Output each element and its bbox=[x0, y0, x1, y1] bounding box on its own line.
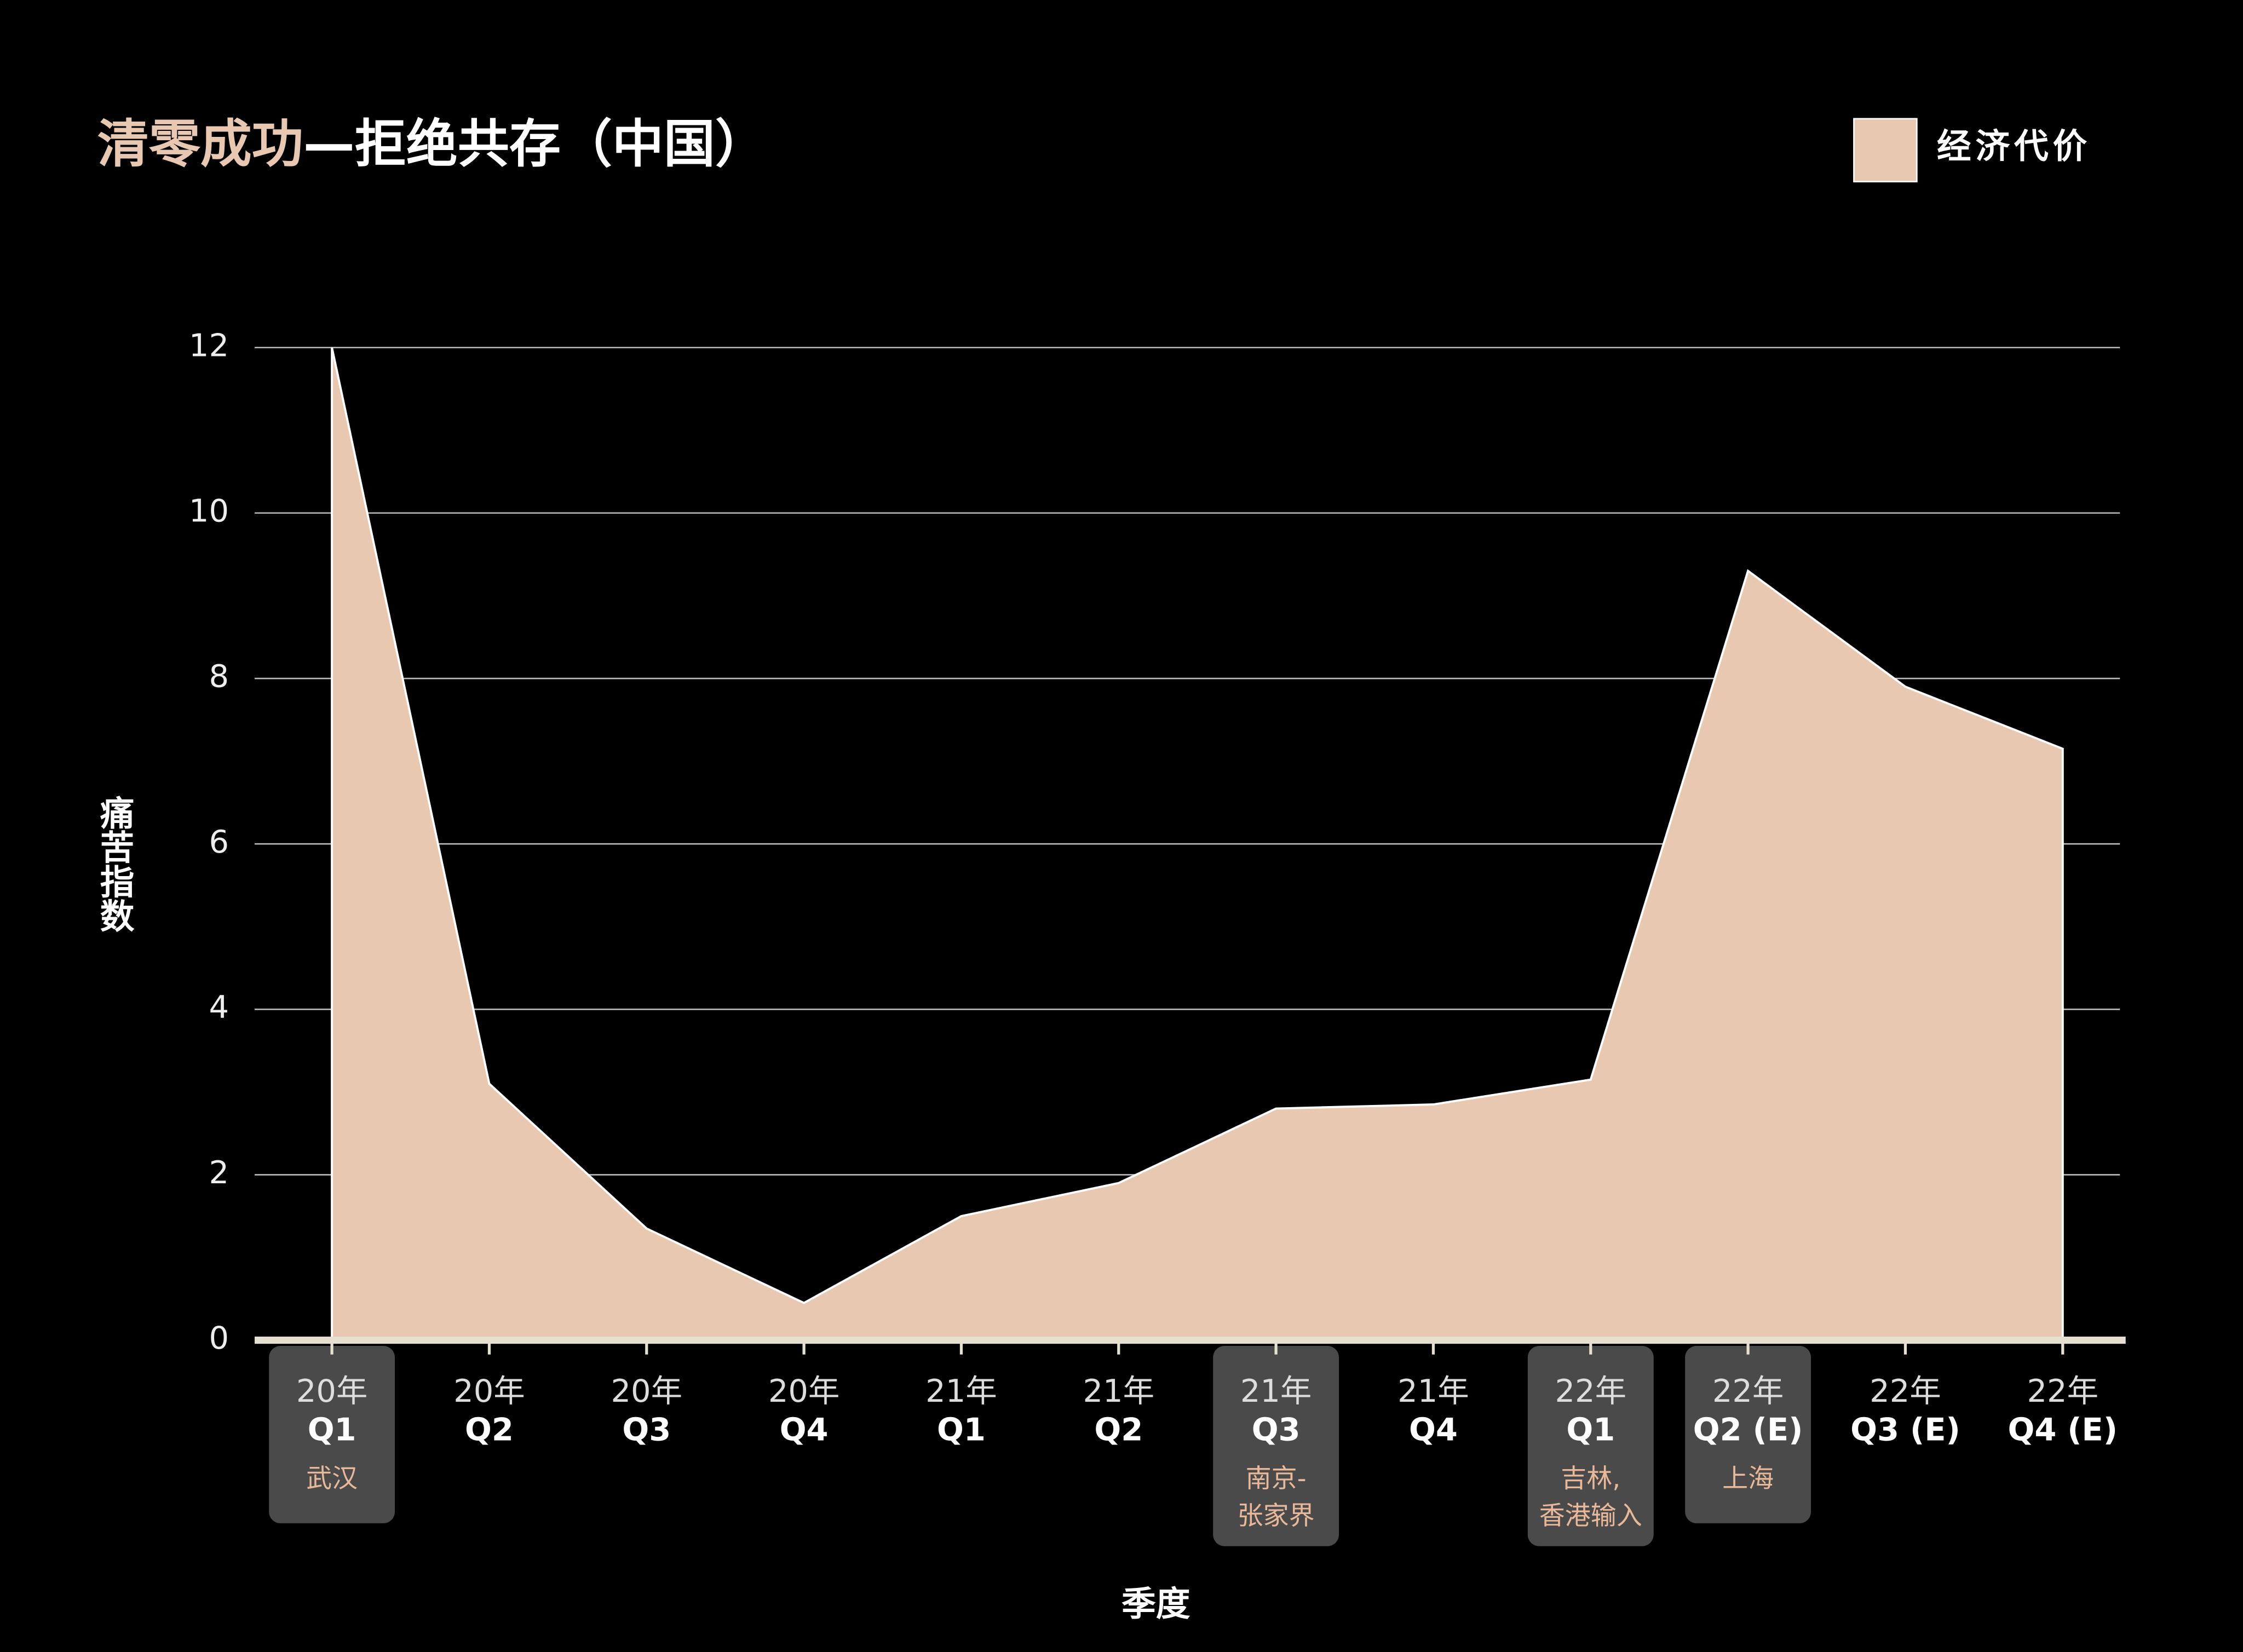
x-tick-label: 22年 bbox=[2027, 1373, 2098, 1409]
chart-title: 清零成功—拒绝共存（中国） bbox=[97, 114, 767, 174]
annotation: 南京- bbox=[1246, 1464, 1307, 1494]
annotation: 香港输入 bbox=[1539, 1501, 1642, 1531]
category-highlight bbox=[1685, 1346, 1811, 1523]
title-part: 清零成功 bbox=[97, 114, 303, 174]
x-axis-label: 季度 bbox=[1122, 1584, 1190, 1624]
annotation: 张家界 bbox=[1238, 1501, 1315, 1531]
x-tick-label: 21年 bbox=[1083, 1373, 1154, 1409]
y-tick-label: 0 bbox=[209, 1320, 229, 1356]
x-tick-label: Q3 bbox=[1252, 1411, 1301, 1448]
legend-label: 经济代价 bbox=[1937, 126, 2091, 166]
y-tick-label: 6 bbox=[209, 824, 229, 860]
x-tick-label: 20年 bbox=[768, 1373, 840, 1409]
y-tick-label: 2 bbox=[209, 1154, 229, 1191]
legend-swatch bbox=[1853, 118, 1918, 183]
annotation: 上海 bbox=[1722, 1464, 1774, 1494]
annotation: 吉林, bbox=[1561, 1464, 1620, 1494]
title-part: —拒绝共存（中国） bbox=[303, 114, 767, 174]
x-tick-label: Q2 (E) bbox=[1693, 1411, 1803, 1448]
x-tick-label: Q2 bbox=[465, 1411, 514, 1448]
x-tick-label: Q2 bbox=[1094, 1411, 1143, 1448]
annotation: 武汉 bbox=[306, 1464, 358, 1494]
x-tick-label: Q3 bbox=[622, 1411, 671, 1448]
x-tick-label: Q1 bbox=[1566, 1411, 1615, 1448]
x-tick-label: Q3 (E) bbox=[1850, 1411, 1960, 1448]
x-tick-label: 21年 bbox=[1397, 1373, 1469, 1409]
x-tick-label: 20年 bbox=[296, 1373, 368, 1409]
category-highlight bbox=[269, 1346, 395, 1523]
y-tick-label: 8 bbox=[209, 658, 229, 695]
x-tick-label: 20年 bbox=[453, 1373, 525, 1409]
category-highlight bbox=[1527, 1346, 1654, 1546]
y-axis-label: 痛苦指数 bbox=[95, 795, 135, 933]
x-tick-label: 21年 bbox=[925, 1373, 997, 1409]
x-tick-label: 22年 bbox=[1712, 1373, 1784, 1409]
x-tick-label: Q1 bbox=[937, 1411, 986, 1448]
area bbox=[331, 347, 2064, 1342]
x-tick-label: 22年 bbox=[1555, 1373, 1626, 1409]
y-tick-label: 4 bbox=[209, 989, 229, 1026]
x-tick-label: Q4 bbox=[780, 1411, 829, 1448]
y-tick-label: 10 bbox=[189, 493, 229, 529]
x-tick-label: 21年 bbox=[1240, 1373, 1312, 1409]
x-tick-label: Q4 bbox=[1409, 1411, 1458, 1448]
x-tick-label: 22年 bbox=[1870, 1373, 1941, 1409]
x-tick-label: 20年 bbox=[611, 1373, 682, 1409]
y-tick-label: 12 bbox=[189, 327, 229, 364]
category-highlight bbox=[1213, 1346, 1339, 1546]
x-tick-label: Q1 bbox=[308, 1411, 356, 1448]
x-tick-label: Q4 (E) bbox=[2008, 1411, 2118, 1448]
